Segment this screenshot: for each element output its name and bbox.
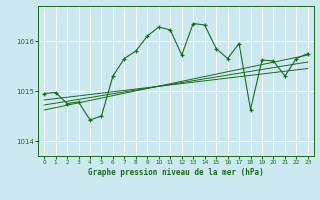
X-axis label: Graphe pression niveau de la mer (hPa): Graphe pression niveau de la mer (hPa) [88,168,264,177]
